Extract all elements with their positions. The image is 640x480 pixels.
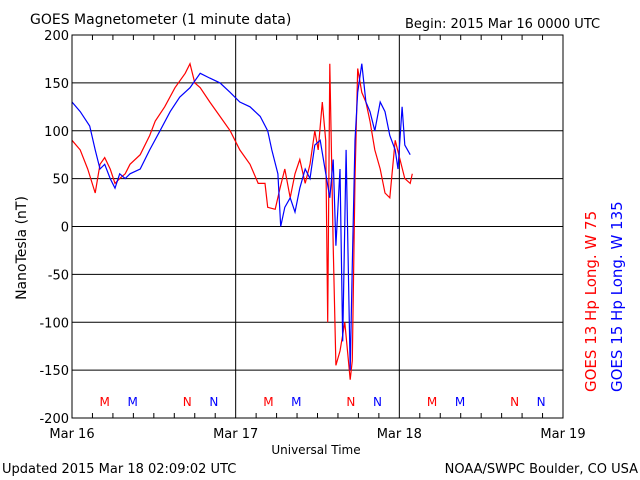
y-tick-label: 150 — [44, 77, 69, 92]
x-axis-label: Universal Time — [271, 443, 360, 457]
noon-midnight-marker: M — [427, 395, 437, 409]
noon-midnight-marker: N — [537, 395, 546, 409]
y-tick-label: 0 — [61, 221, 69, 236]
noon-midnight-marker: M — [100, 395, 110, 409]
noon-midnight-marker: M — [128, 395, 138, 409]
begin-label: Begin: 2015 Mar 16 0000 UTC — [405, 17, 600, 32]
y-tick-label: -150 — [39, 364, 69, 379]
x-tick-label: Mar 16 — [49, 427, 94, 442]
noon-midnight-marker: M — [291, 395, 301, 409]
series-line-goes15 — [71, 63, 411, 371]
y-axis-label: NanoTesla (nT) — [14, 196, 30, 300]
noon-midnight-marker: N — [209, 395, 218, 409]
x-tick-label: Mar 18 — [377, 427, 422, 442]
y-tick-label: 100 — [44, 125, 69, 140]
chart-title: GOES Magnetometer (1 minute data) — [30, 12, 291, 28]
noon-midnight-marker: N — [183, 395, 192, 409]
noon-midnight-marker: N — [510, 395, 519, 409]
source-text: NOAA/SWPC Boulder, CO USA — [445, 462, 638, 477]
series-line-goes13 — [71, 61, 413, 380]
y-tick-label: 200 — [44, 29, 69, 44]
y-tick-label: -100 — [39, 316, 69, 331]
noon-midnight-marker: N — [373, 395, 382, 409]
legend-goes15: GOES 15 Hp Long. W 135 — [608, 201, 626, 392]
legend-goes13: GOES 13 Hp Long. W 75 — [582, 211, 600, 392]
plot-frame — [71, 34, 564, 419]
updated-text: Updated 2015 Mar 18 02:09:02 UTC — [2, 462, 236, 477]
noon-midnight-marker: M — [455, 395, 465, 409]
y-tick-label: -200 — [39, 412, 69, 427]
x-tick-label: Mar 17 — [213, 427, 258, 442]
x-tick-label: Mar 19 — [540, 427, 585, 442]
noon-midnight-marker: N — [346, 395, 355, 409]
noon-midnight-marker: M — [263, 395, 273, 409]
y-tick-label: -50 — [48, 268, 69, 283]
y-tick-label: 50 — [52, 173, 69, 188]
